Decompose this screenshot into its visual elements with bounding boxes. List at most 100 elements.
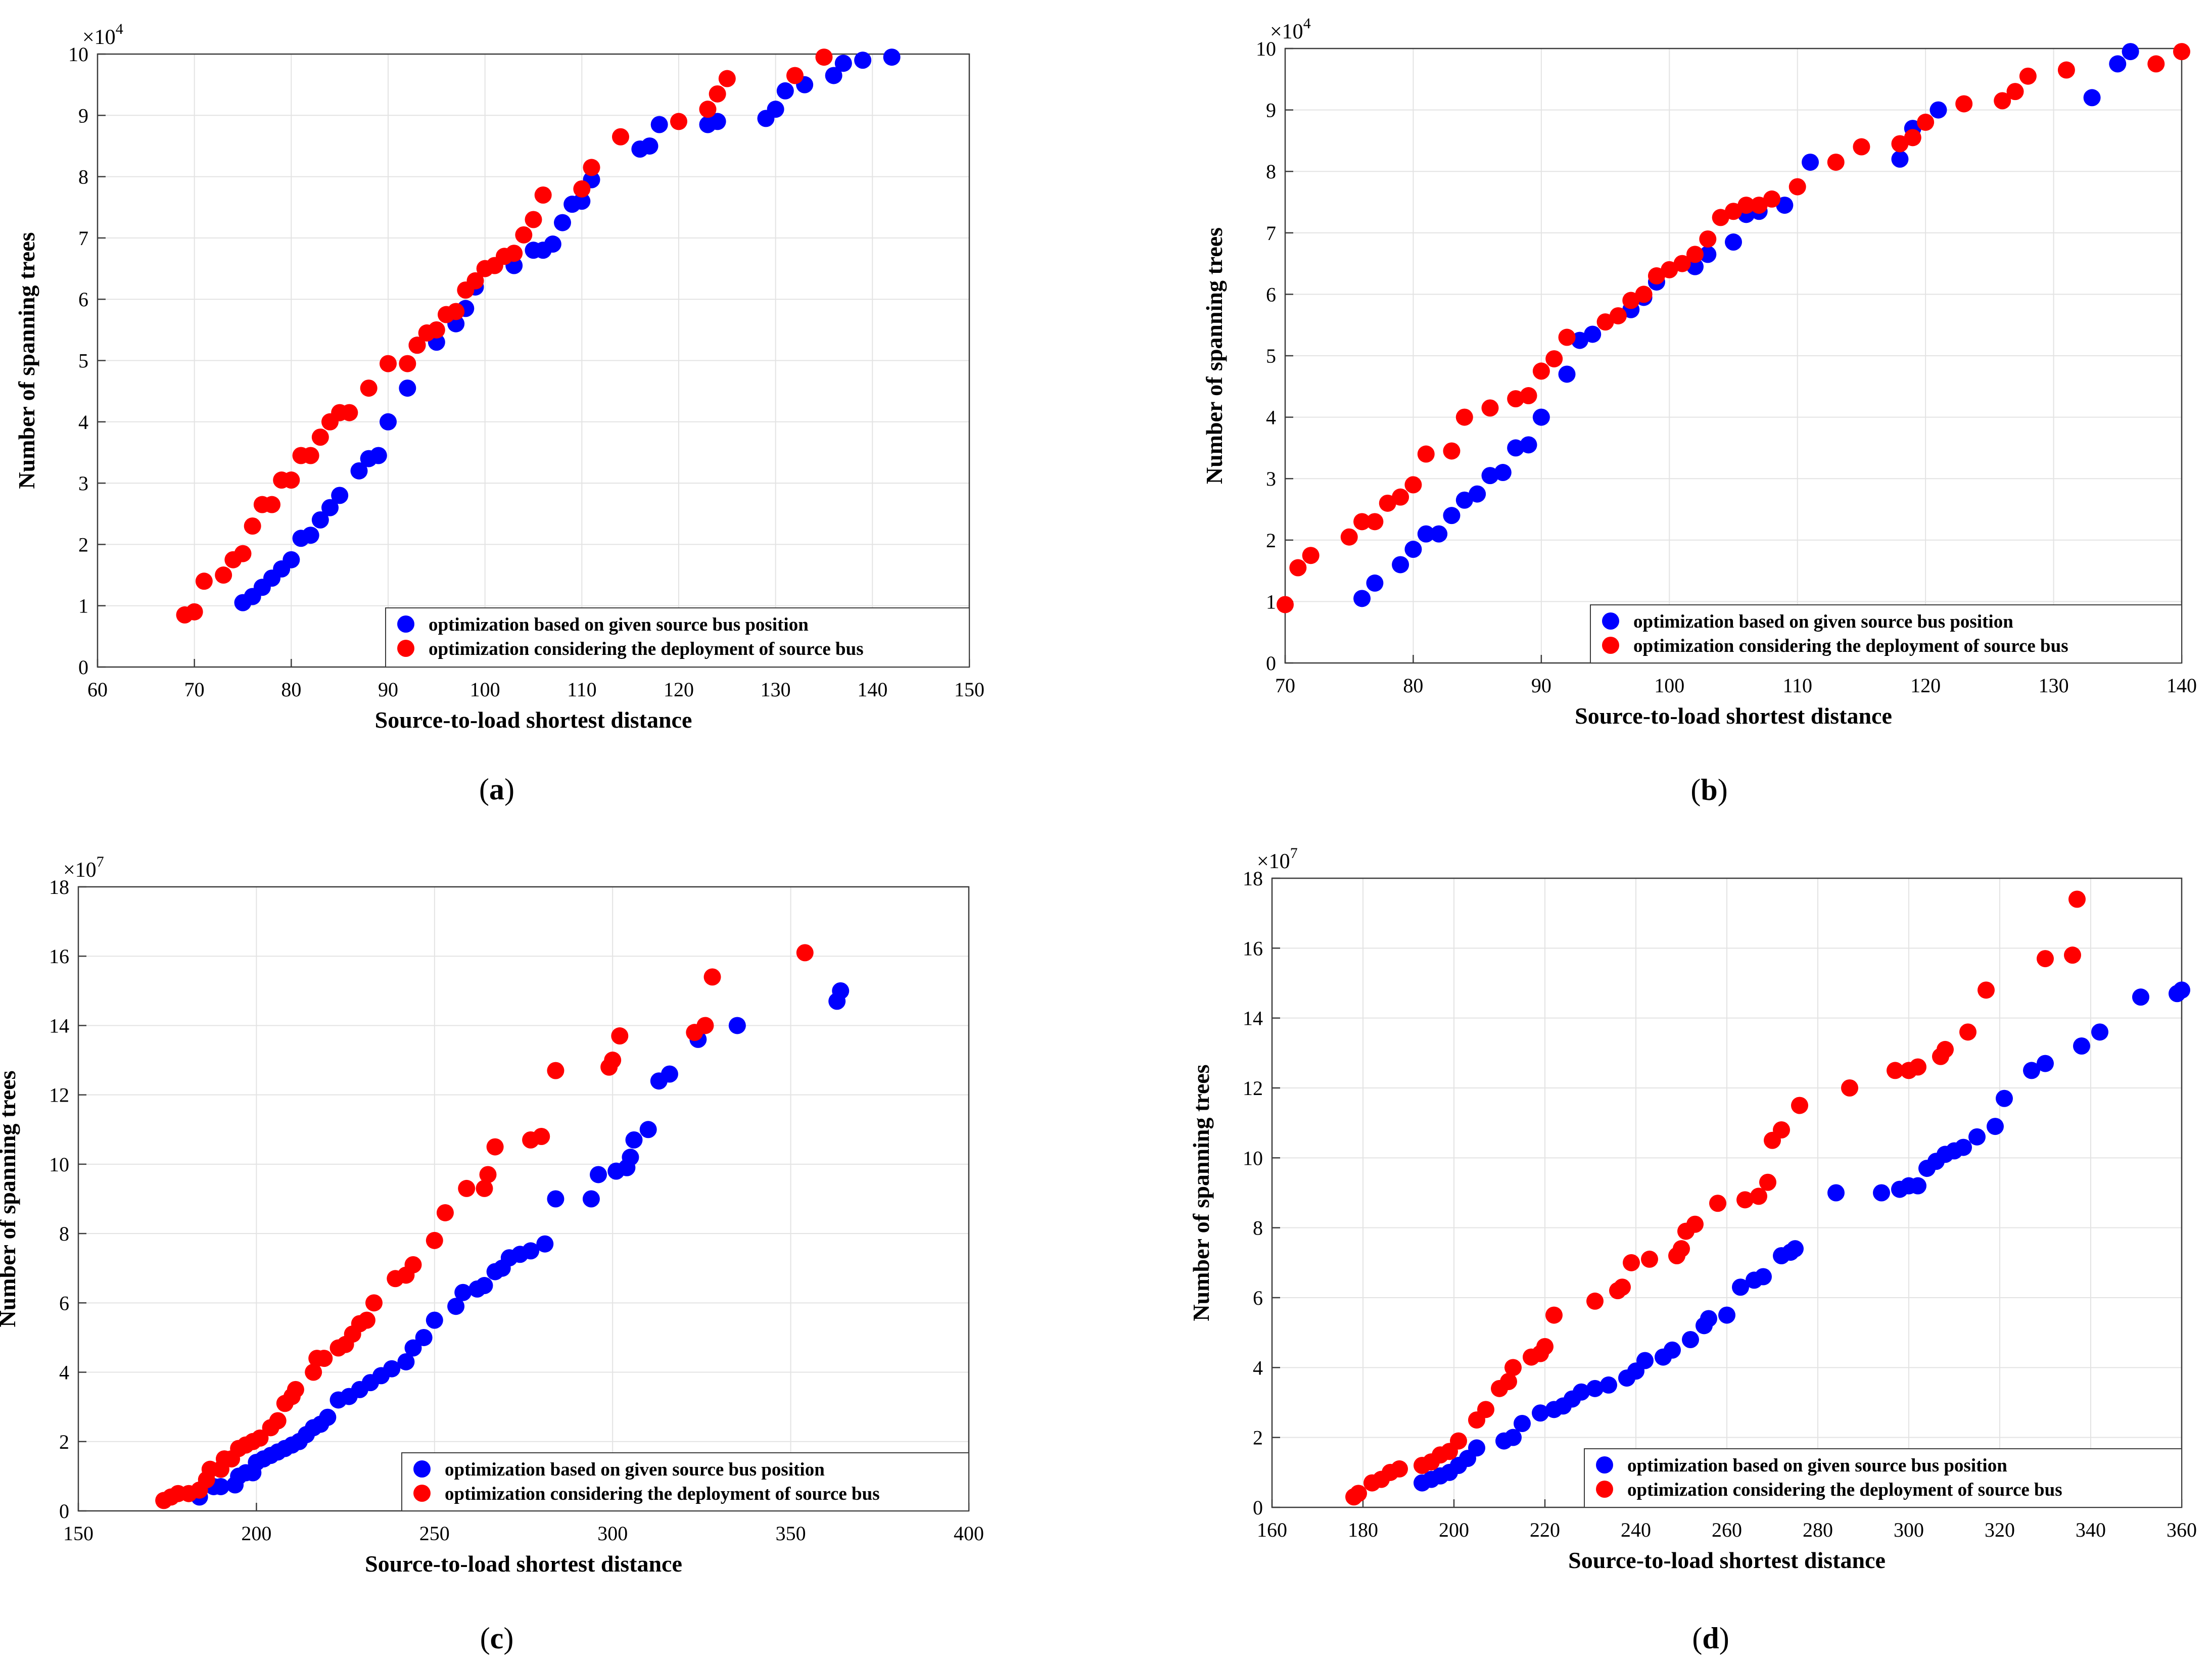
- x-axis-label: Source-to-load shortest distance: [1568, 1547, 1886, 1573]
- x-tick-label: 80: [1403, 674, 1423, 697]
- data-point: [1623, 1254, 1640, 1271]
- data-point: [534, 186, 552, 204]
- y-tick-label: 14: [1243, 1007, 1263, 1030]
- y-tick-label: 1: [78, 595, 88, 617]
- x-tick-label: 280: [1803, 1518, 1833, 1541]
- y-tick-label: 2: [1266, 529, 1276, 552]
- legend-marker: [1602, 612, 1619, 630]
- data-point: [305, 1363, 322, 1381]
- data-point: [1978, 981, 1995, 999]
- data-point: [365, 1294, 383, 1312]
- y-tick-label: 0: [59, 1500, 69, 1523]
- data-point: [244, 517, 261, 535]
- x-tick-label: 240: [1621, 1518, 1651, 1541]
- data-point: [1417, 525, 1435, 543]
- data-point: [397, 1353, 415, 1370]
- data-point: [2173, 43, 2190, 61]
- y-axis-exponent: 7: [97, 853, 104, 870]
- data-point: [2083, 89, 2101, 107]
- data-point: [1494, 464, 1512, 482]
- data-point: [1891, 150, 1909, 168]
- data-point: [283, 471, 300, 489]
- chart-panel-b: 70 80 90 100 110 120 130 140 0 1 2 3 4 5 6 7 8 9 10×104 Sou…: [1201, 15, 2197, 806]
- data-point: [283, 551, 300, 568]
- data-point: [776, 82, 794, 100]
- data-point: [1873, 1184, 1890, 1202]
- data-point: [1532, 408, 1550, 426]
- y-axis-multiplier: ×104: [82, 21, 123, 49]
- data-point: [287, 1381, 304, 1398]
- data-point: [1891, 135, 1909, 153]
- data-point: [525, 211, 542, 228]
- data-point: [1789, 178, 1806, 196]
- legend-entry: optimization based on given source bus p…: [445, 1459, 825, 1480]
- data-point: [709, 85, 726, 103]
- data-point: [2147, 55, 2165, 73]
- data-point: [1909, 1058, 1926, 1076]
- data-point: [319, 1408, 337, 1426]
- data-point: [611, 1027, 629, 1045]
- data-point: [1636, 1352, 1654, 1369]
- y-tick-label: 16: [49, 945, 69, 968]
- data-point: [1699, 230, 1717, 248]
- y-tick-label: 4: [1266, 406, 1276, 429]
- legend-entry: optimization based on given source bus p…: [1627, 1455, 2007, 1476]
- data-point: [1391, 1460, 1408, 1478]
- data-point: [1802, 153, 1819, 171]
- data-point: [1532, 1404, 1549, 1422]
- data-point: [1994, 92, 2011, 110]
- legend-entry: optimization based on given source bus p…: [429, 614, 809, 635]
- data-point: [251, 1429, 269, 1447]
- y-tick-label: 5: [1266, 345, 1276, 367]
- data-point: [466, 272, 484, 290]
- data-point: [454, 1284, 472, 1301]
- y-tick-label: 8: [1266, 160, 1276, 183]
- data-point: [380, 355, 397, 372]
- data-point: [1750, 1187, 1767, 1205]
- data-point: [476, 1277, 493, 1295]
- panel-caption: (c): [480, 1622, 514, 1655]
- data-point: [1709, 1195, 1726, 1212]
- data-point: [1584, 325, 1602, 343]
- data-point: [533, 1128, 550, 1145]
- data-point: [1596, 313, 1614, 331]
- data-point: [1686, 246, 1704, 263]
- data-point: [1520, 436, 1537, 454]
- data-point: [522, 1242, 540, 1260]
- data-point: [212, 1478, 229, 1495]
- y-tick-label: 6: [1253, 1287, 1263, 1309]
- x-tick-label: 350: [776, 1522, 806, 1545]
- data-point: [358, 1311, 375, 1329]
- y-tick-label: 0: [1253, 1496, 1263, 1519]
- data-point: [311, 511, 329, 529]
- legend-entry: optimization considering the deployment …: [429, 639, 864, 659]
- y-tick-label: 2: [59, 1431, 69, 1453]
- y-tick-label: 12: [1243, 1077, 1263, 1100]
- data-point: [1955, 95, 1973, 113]
- data-point: [786, 67, 804, 84]
- y-axis-label: Number of spanning trees: [1188, 1064, 1214, 1321]
- y-axis-label: Number of spanning trees: [1201, 227, 1227, 484]
- data-point: [428, 321, 445, 339]
- series-deployment: [1345, 890, 2086, 1506]
- legend-marker: [397, 615, 414, 633]
- x-tick-label: 160: [1257, 1518, 1287, 1541]
- data-point: [1827, 1184, 1845, 1202]
- legend-box: [401, 1452, 969, 1511]
- x-tick-label: 150: [954, 678, 984, 701]
- data-point: [1841, 1079, 1858, 1097]
- data-point: [1776, 197, 1794, 214]
- data-point: [1571, 331, 1588, 349]
- data-point: [369, 447, 387, 464]
- data-point: [1996, 1089, 2013, 1107]
- data-point: [1763, 190, 1781, 208]
- data-point: [1532, 362, 1550, 380]
- data-point: [583, 159, 600, 176]
- data-point: [1773, 1121, 1790, 1138]
- y-tick-label: 12: [49, 1084, 69, 1107]
- data-point: [1673, 1240, 1690, 1258]
- y-axis-multiplier: ×107: [63, 853, 104, 882]
- y-tick-label: 10: [1256, 37, 1276, 60]
- legend-marker: [413, 1460, 431, 1478]
- x-tick-label: 340: [2076, 1518, 2106, 1541]
